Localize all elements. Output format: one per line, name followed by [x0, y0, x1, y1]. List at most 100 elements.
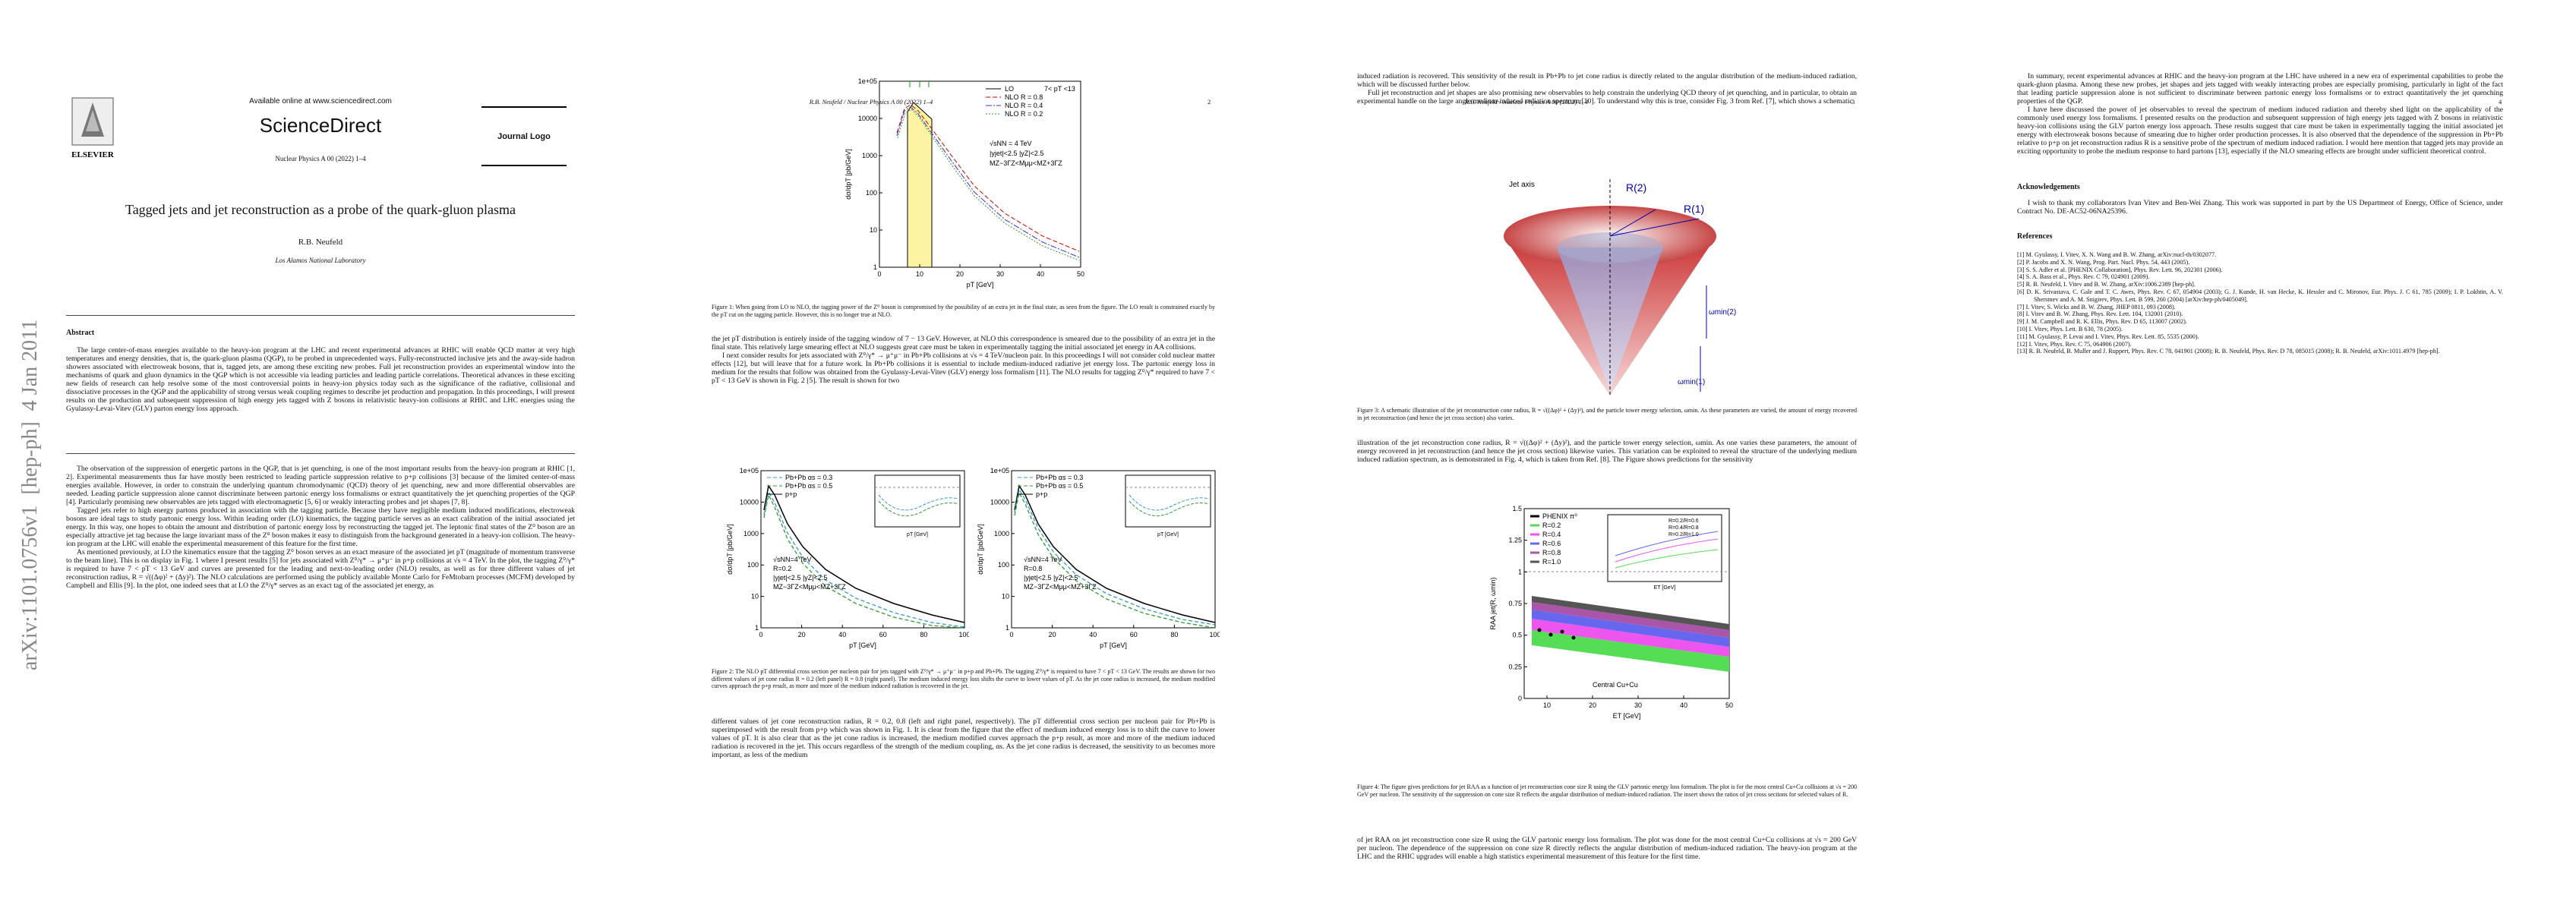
page-number: 2 [1208, 98, 1211, 106]
annotation: MZ−3ΓZ<Mμμ<MZ+3ΓZ [773, 583, 846, 591]
publisher-name: ELSEVIER [71, 150, 115, 159]
y-tick-label: 1 [873, 263, 877, 271]
body-text: of jet RAA on jet reconstruction cone si… [1357, 836, 1857, 861]
y-axis-label: dσ/dpT [pb/GeV] [977, 524, 984, 574]
y-tick-label: 1e+05 [858, 77, 877, 85]
x-tick-label: 20 [956, 270, 964, 278]
paragraph: different values of jet cone reconstruct… [712, 717, 1215, 759]
y-tick-label: 1 [1518, 568, 1522, 575]
x-tick-label: 40 [1037, 270, 1044, 278]
y-tick-label: 100 [866, 189, 877, 197]
y-tick-label: 1e+05 [990, 467, 1009, 474]
annotation: |yjet|<2.5 |yZ|<2.5 [773, 574, 827, 582]
y-tick-label: 10000 [740, 498, 759, 506]
reference: [2] P. Jacobs and X. N. Wang, Prog. Part… [2017, 258, 2190, 266]
figure-3: Jet axis R(2) R(1) ωmin(2) ωmin(1) [1504, 179, 1736, 396]
y-tick-label: 0.25 [1508, 663, 1522, 670]
paragraph: Tagged jets refer to high energy partons… [66, 506, 575, 548]
inset-axis-label: pT [GeV] [907, 532, 928, 537]
journal-logo-text: Journal Logo [497, 131, 551, 141]
plot-shape [763, 490, 965, 628]
figure-2-caption: Figure 2: The NLO pT differential cross … [712, 668, 1215, 690]
legend-label: R=0.2 [1542, 522, 1561, 529]
annotation: √sNN = 4 TeV [990, 140, 1032, 147]
x-tick-label: 10 [916, 270, 923, 278]
plot-shape [763, 484, 965, 623]
annotation: R=0.8 [1024, 565, 1042, 572]
inset-axis-label: pT [GeV] [1157, 532, 1179, 537]
plot-shape [1014, 491, 1216, 629]
acknowledgements-heading: Acknowledgements [2017, 183, 2080, 191]
x-tick-label: 0 [877, 270, 881, 278]
x-tick-label: 20 [1589, 701, 1596, 709]
author: R.B. Neufeld [298, 238, 343, 247]
annotation: |yjet|<2.5 |yZ|<2.5 [990, 150, 1043, 157]
annotation: R=0.2 [773, 565, 791, 572]
reference: [5] R. B. Neufeld, I. Vitev and B. W. Zh… [2017, 281, 2196, 288]
plot-shape [878, 500, 959, 517]
paragraph: Full jet reconstruction and jet shapes a… [1357, 89, 1857, 106]
legend-label: NLO R = 0.2 [1005, 110, 1043, 118]
plot-shape [1014, 488, 1216, 626]
reference: [7] I. Vitev, S. Wicks and B. W. Zhang, … [2017, 303, 2176, 310]
legend-label: Pb+Pb αs = 0.3 [1036, 474, 1083, 481]
journal-line: Nuclear Physics A 00 (2022) 1–4 [275, 155, 366, 162]
figure-2-right: 1e+05 10000 1000 100 10 10 20 40 60 80 100 pT [GeV]… [977, 467, 1220, 649]
y-tick-label: 0.75 [1508, 600, 1522, 607]
reference: [13] R. B. Neufeld, B. Muller and J. Rup… [2017, 348, 2440, 355]
y-tick-label: 1000 [994, 530, 1009, 537]
y-tick-label: 100 [998, 561, 1009, 569]
y-tick-label: 1 [1005, 624, 1009, 632]
paper-title: Tagged jets and jet reconstruction as a … [125, 202, 516, 217]
x-tick-label: 50 [1725, 701, 1733, 709]
y-tick-label: 1 [755, 624, 759, 632]
y-axis-label: dσ/dpT [pb/GeV] [844, 149, 852, 199]
annotation: MZ−3ΓZ<Mμμ<MZ+3ΓZ [990, 159, 1062, 167]
x-tick-label: 30 [1634, 701, 1642, 709]
y-tick-label: 0 [1518, 695, 1522, 702]
annotation: Central Cu+Cu [1593, 681, 1638, 689]
y-tick-label: 1e+05 [740, 467, 759, 474]
y-axis-label: RAA jet(R, ωmin) [1489, 577, 1497, 629]
arxiv-stamp: arXiv:1101.0756v1 [hep-ph] 4 Jan 2011 [18, 319, 42, 671]
diagram-label: R(1) [1684, 203, 1704, 215]
plot-shape [1011, 470, 1216, 629]
reference: [1] M. Gyulassy, I. Vitev, X. N. Wang an… [2017, 251, 2217, 258]
legend-label: R=1.0 [1542, 558, 1561, 566]
reference: [3] S. S. Adler et al. [PHENIX Collabora… [2017, 266, 2223, 273]
reference: [4] S. A. Bass et al., Phys. Rev. C 79, … [2017, 273, 2150, 281]
x-tick-label: 0 [759, 631, 762, 638]
x-axis-label: pT [GeV] [967, 281, 994, 288]
paragraph: I have here discussed the power of jet o… [2017, 106, 2503, 156]
diagram-label: ωmin(2) [1709, 308, 1736, 317]
annotation: 7< pT <13 [1044, 85, 1075, 93]
y-tick-label: 10 [751, 593, 759, 601]
y-axis-label: dσ/dpT [pb/GeV] [726, 524, 734, 574]
legend-label: Pb+Pb αs = 0.3 [785, 474, 832, 481]
diagram-label: Jet axis [1509, 181, 1535, 189]
acknowledgements: I wish to thank my collaborators Ivan Vi… [2017, 199, 2503, 216]
x-tick-label: 60 [1130, 631, 1138, 638]
legend-label: PHENIX π⁰ [1542, 512, 1577, 520]
diagram-label: R(2) [1626, 181, 1646, 194]
figure-4: 1.5 1.25 1 0.75 0.5 0.25 0 10 20 30 40 50 ET [GeV] RA… [1489, 505, 1733, 720]
body-text: induced radiation is recovered. This sen… [1357, 72, 1857, 106]
y-tick-label: 1.25 [1508, 537, 1522, 544]
inset-axis-label: ET [GeV] [1654, 585, 1676, 591]
body-text: illustration of the jet reconstruction c… [1357, 439, 1857, 464]
paragraph: the jet pT distribution is entirely insi… [712, 335, 1215, 351]
figure-3-caption: Figure 3: A schematic illustration of th… [1357, 407, 1857, 421]
legend-label: Pb+Pb αs = 0.5 [1036, 482, 1083, 490]
references-heading: References [2017, 232, 2053, 241]
body-text: The observation of the suppression of en… [66, 465, 575, 590]
figure-1-caption: Figure 1: When going from LO to NLO, the… [712, 304, 1215, 318]
abstract-heading: Abstract [66, 329, 95, 337]
paragraph: I next consider results for jets associa… [712, 351, 1215, 385]
reference: [8] I. Vitev and B. W. Zhang, Phys. Rev.… [2017, 310, 2183, 318]
affiliation: Los Alamos National Laboratory [275, 257, 366, 264]
figure-1: 1e+05 10000 1000 100 10 10 10 20 30 40 50 pT [GeV] d… [844, 77, 1084, 288]
rule [66, 453, 575, 454]
plot-shape [874, 474, 961, 528]
running-head: R.B. Neufeld / Nuclear Physics A 00 (202… [1464, 98, 1589, 106]
